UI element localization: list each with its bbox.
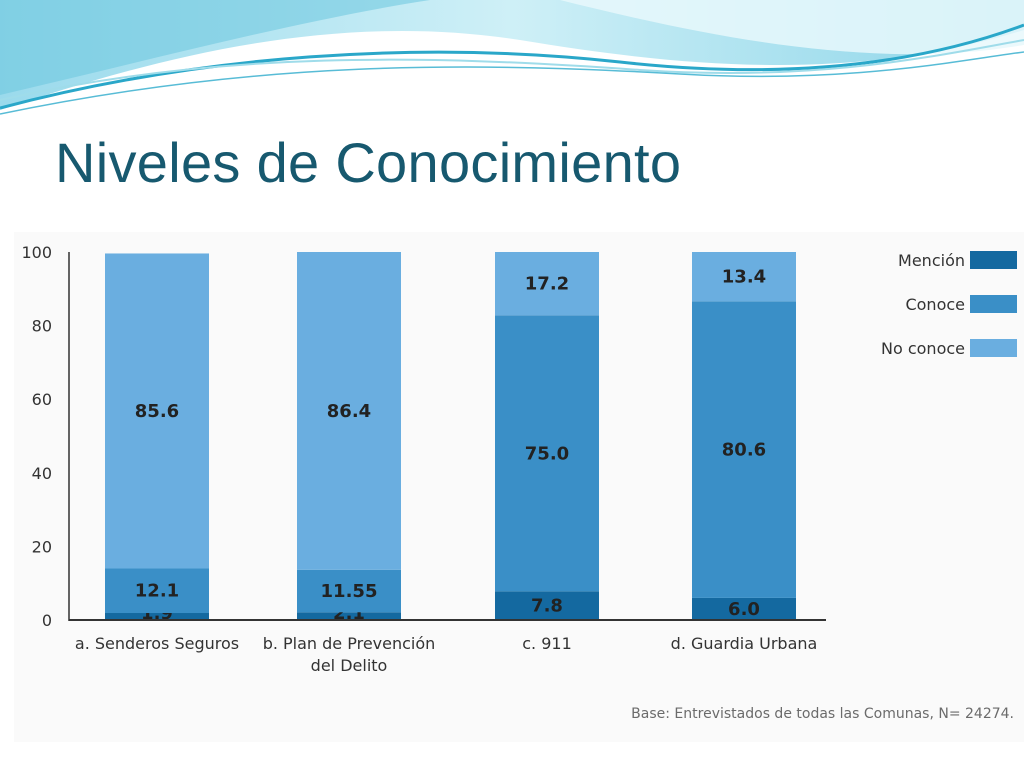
bar-segment bbox=[105, 253, 209, 569]
data-label: 75.0 bbox=[525, 443, 569, 464]
legend-swatch bbox=[970, 251, 1017, 269]
bar-segment bbox=[105, 613, 209, 620]
bar-segment bbox=[297, 569, 401, 613]
data-label: 12.1 bbox=[135, 581, 179, 602]
x-tick-label: a. Senderos Seguros bbox=[75, 634, 239, 653]
data-label: 6.0 bbox=[728, 599, 760, 620]
x-tick-label: b. Plan de Prevención bbox=[263, 634, 436, 653]
y-tick-label: 100 bbox=[21, 243, 52, 262]
bar-segment bbox=[692, 252, 796, 302]
data-label: 86.4 bbox=[327, 401, 371, 422]
bar-segment bbox=[495, 591, 599, 620]
y-tick-label: 0 bbox=[42, 611, 52, 630]
data-label: 80.6 bbox=[722, 440, 766, 461]
y-tick-label: 20 bbox=[32, 537, 52, 556]
data-label: 7.8 bbox=[531, 596, 563, 617]
bar-segment bbox=[495, 252, 599, 316]
bar-segment bbox=[692, 597, 796, 620]
bar-segment bbox=[297, 612, 401, 620]
y-tick-label: 80 bbox=[32, 317, 52, 336]
data-label: 11.55 bbox=[321, 581, 378, 602]
bar-segment bbox=[105, 568, 209, 614]
stacked-bar-chart: 1.912.185.6a. Senderos Seguros2.111.5586… bbox=[21, 243, 1017, 675]
legend-label: Mención bbox=[898, 251, 965, 270]
bar-segment bbox=[297, 252, 401, 570]
legend-label: No conoce bbox=[881, 339, 965, 358]
bar-segment bbox=[692, 301, 796, 598]
x-tick-label: d. Guardia Urbana bbox=[671, 634, 818, 653]
x-tick-label: c. 911 bbox=[522, 634, 572, 653]
header-wave-decoration bbox=[0, 0, 1024, 115]
data-label: 17.2 bbox=[525, 274, 569, 295]
y-tick-label: 40 bbox=[32, 464, 52, 483]
chart-panel: 1.9 12.1 85.6 a. Senderos Seguros 2.1 11.55 86… bbox=[14, 232, 1024, 742]
base-footnote: Base: Entrevistados de todas las Comunas… bbox=[631, 706, 1014, 722]
slide-title: Niveles de Conocimiento bbox=[55, 131, 682, 194]
data-label: 85.6 bbox=[135, 401, 179, 422]
data-label: 13.4 bbox=[722, 267, 766, 288]
x-tick-label: del Delito bbox=[311, 656, 388, 675]
legend-swatch bbox=[970, 295, 1017, 313]
legend-label: Conoce bbox=[905, 295, 965, 314]
bar-segment bbox=[495, 315, 599, 592]
legend-swatch bbox=[970, 339, 1017, 357]
y-tick-label: 60 bbox=[32, 390, 52, 409]
